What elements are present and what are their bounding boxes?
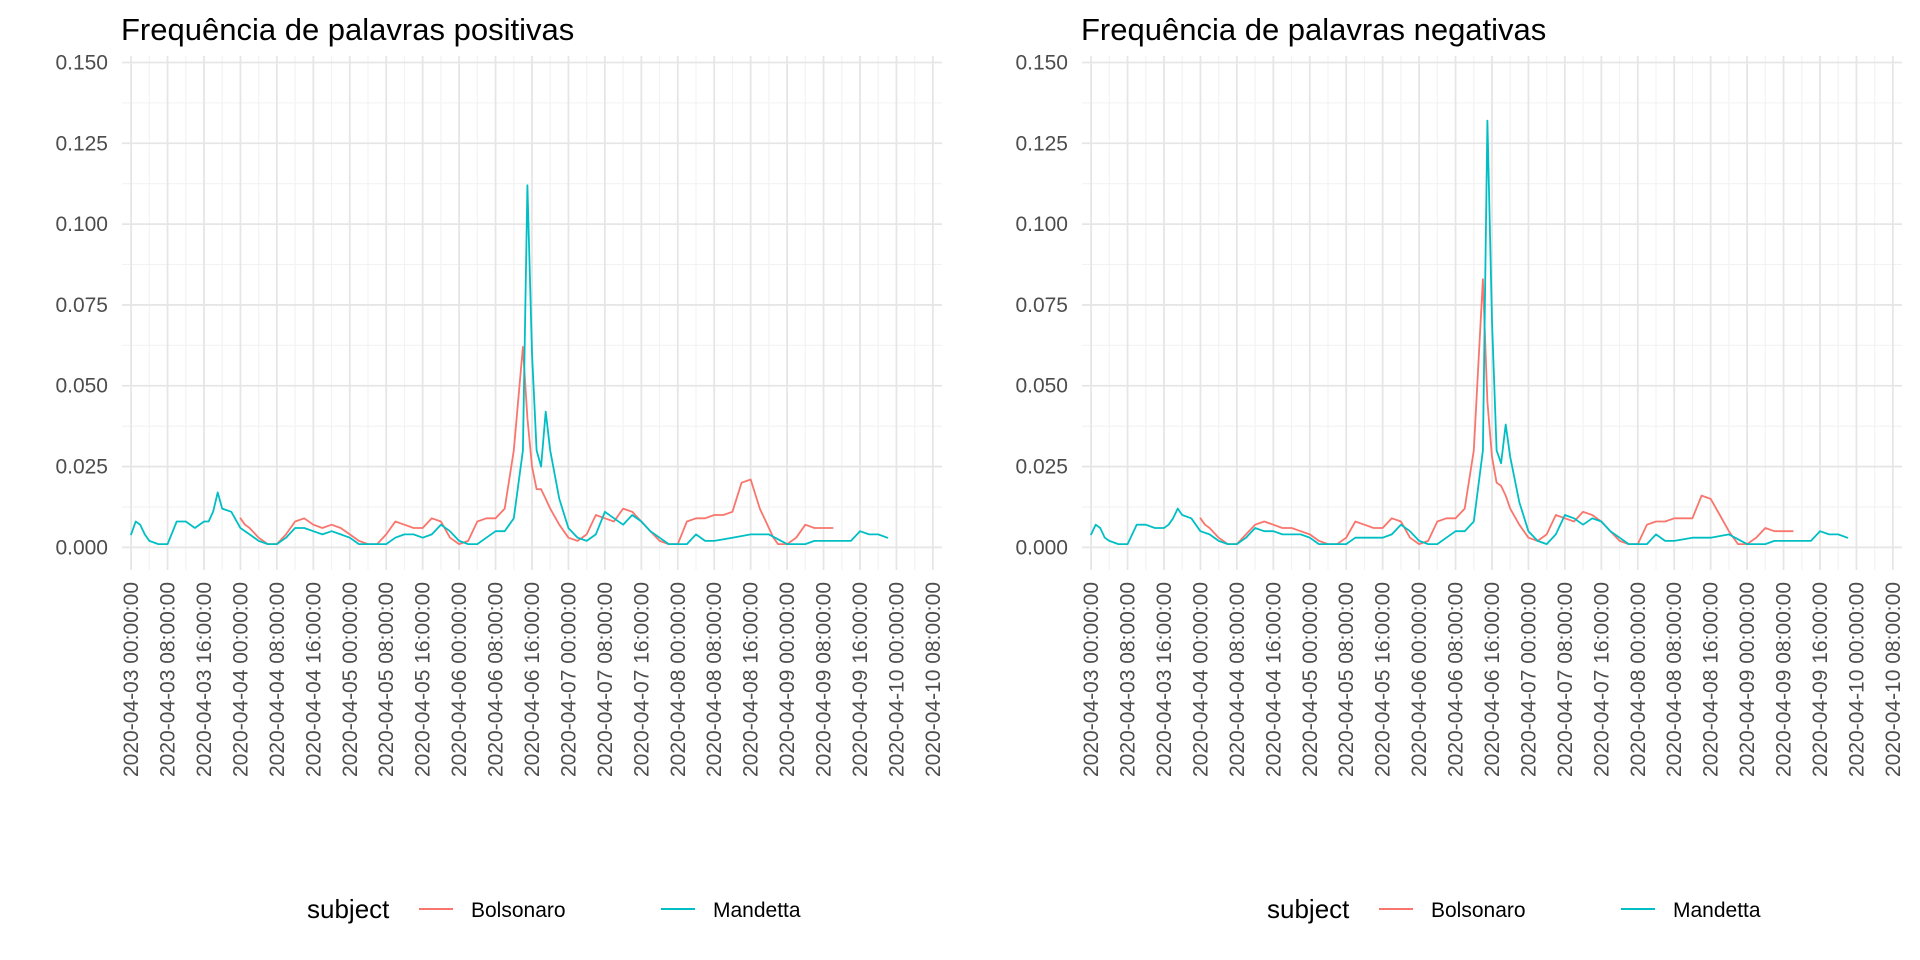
x-tick-label: 2020-04-10 08:00:00: [1882, 582, 1905, 777]
x-tick-label: 2020-04-07 08:00:00: [1554, 582, 1577, 777]
series-line-bolsonaro: [239, 345, 834, 545]
x-tick-label: 2020-04-06 00:00:00: [448, 582, 471, 777]
chart-title: Frequência de palavras negativas: [1081, 12, 1546, 47]
x-tick-label: 2020-04-08 08:00:00: [703, 582, 726, 777]
y-axis-labels: 0.000 0.025 0.050 0.075 0.100 0.125 0.150: [1015, 51, 1068, 559]
x-tick-label: 2020-04-08 00:00:00: [1627, 582, 1650, 777]
x-tick-label: 2020-04-04 00:00:00: [1189, 582, 1212, 777]
x-tick-label: 2020-04-06 16:00:00: [1481, 582, 1504, 777]
x-tick-label: 2020-04-04 08:00:00: [266, 582, 289, 777]
x-tick-label: 2020-04-09 00:00:00: [776, 582, 799, 777]
series-lines: [1090, 119, 1849, 545]
y-tick-label: 0.125: [1015, 132, 1068, 155]
x-axis-labels: 2020-04-03 00:00:00 2020-04-03 08:00:00 20…: [1080, 582, 1905, 777]
x-tick-label: 2020-04-07 16:00:00: [1590, 582, 1613, 777]
chart-panel-1: 0.000 0.025 0.050 0.075 0.100 0.125 0.150 2020-…: [55, 12, 944, 924]
legend-title: subject: [1267, 894, 1350, 924]
x-tick-label: 2020-04-03 16:00:00: [193, 582, 216, 777]
y-tick-label: 0.025: [1015, 456, 1068, 479]
y-tick-label: 0.000: [55, 536, 108, 559]
x-tick-label: 2020-04-09 08:00:00: [813, 582, 836, 777]
x-tick-label: 2020-04-08 08:00:00: [1663, 582, 1686, 777]
legend-label-bolsonaro: Bolsonaro: [1431, 899, 1526, 922]
x-tick-label: 2020-04-05 00:00:00: [339, 582, 362, 777]
x-tick-label: 2020-04-07 08:00:00: [594, 582, 617, 777]
legend-label-bolsonaro: Bolsonaro: [471, 899, 566, 922]
series-lines: [130, 184, 889, 545]
y-tick-label: 0.025: [55, 456, 108, 479]
x-tick-label: 2020-04-08 16:00:00: [1700, 582, 1723, 777]
x-tick-label: 2020-04-04 16:00:00: [302, 582, 325, 777]
x-tick-label: 2020-04-09 00:00:00: [1736, 582, 1759, 777]
x-tick-label: 2020-04-05 16:00:00: [412, 582, 435, 777]
chart-title: Frequência de palavras positivas: [121, 12, 574, 47]
x-tick-label: 2020-04-03 00:00:00: [1080, 582, 1103, 777]
x-tick-label: 2020-04-04 00:00:00: [229, 582, 252, 777]
x-tick-label: 2020-04-03 08:00:00: [157, 582, 180, 777]
x-tick-label: 2020-04-03 16:00:00: [1153, 582, 1176, 777]
y-tick-label: 0.075: [1015, 294, 1068, 317]
x-tick-label: 2020-04-03 08:00:00: [1117, 582, 1140, 777]
x-tick-label: 2020-04-06 00:00:00: [1408, 582, 1431, 777]
x-tick-label: 2020-04-05 08:00:00: [375, 582, 398, 777]
y-tick-label: 0.125: [55, 132, 108, 155]
x-tick-label: 2020-04-05 00:00:00: [1299, 582, 1322, 777]
legend-label-mandetta: Mandetta: [713, 899, 801, 922]
chart-panel-2: 0.000 0.025 0.050 0.075 0.100 0.125 0.150 2020-…: [1015, 12, 1904, 924]
y-tick-label: 0.100: [1015, 213, 1068, 236]
x-tick-label: 2020-04-10 08:00:00: [922, 582, 945, 777]
x-tick-label: 2020-04-05 16:00:00: [1372, 582, 1395, 777]
y-tick-label: 0.150: [55, 51, 108, 74]
y-tick-label: 0.150: [1015, 51, 1068, 74]
y-tick-label: 0.050: [55, 375, 108, 398]
legend: subject Bolsonaro Mandetta: [307, 894, 801, 924]
x-tick-label: 2020-04-07 16:00:00: [630, 582, 653, 777]
series-line-mandetta: [1090, 119, 1849, 545]
x-tick-label: 2020-04-07 00:00:00: [1517, 582, 1540, 777]
x-tick-label: 2020-04-09 16:00:00: [849, 582, 872, 777]
grid-lines: [122, 56, 942, 570]
x-axis-labels: 2020-04-03 00:00:00 2020-04-03 08:00:00 20…: [120, 582, 945, 777]
x-tick-label: 2020-04-10 00:00:00: [885, 582, 908, 777]
legend-label-mandetta: Mandetta: [1673, 899, 1761, 922]
y-tick-label: 0.000: [1015, 536, 1068, 559]
y-axis-labels: 0.000 0.025 0.050 0.075 0.100 0.125 0.150: [55, 51, 108, 559]
x-tick-label: 2020-04-04 08:00:00: [1226, 582, 1249, 777]
x-tick-label: 2020-04-06 16:00:00: [521, 582, 544, 777]
x-tick-label: 2020-04-09 16:00:00: [1809, 582, 1832, 777]
x-tick-label: 2020-04-06 08:00:00: [485, 582, 508, 777]
grid-lines: [1082, 56, 1902, 570]
x-tick-label: 2020-04-09 08:00:00: [1773, 582, 1796, 777]
x-tick-label: 2020-04-06 08:00:00: [1445, 582, 1468, 777]
x-tick-label: 2020-04-08 16:00:00: [740, 582, 763, 777]
y-tick-label: 0.075: [55, 294, 108, 317]
x-tick-label: 2020-04-08 00:00:00: [667, 582, 690, 777]
legend: subject Bolsonaro Mandetta: [1267, 894, 1761, 924]
series-line-bolsonaro: [1199, 278, 1794, 545]
x-tick-label: 2020-04-05 08:00:00: [1335, 582, 1358, 777]
x-tick-label: 2020-04-10 00:00:00: [1845, 582, 1868, 777]
x-tick-label: 2020-04-04 16:00:00: [1262, 582, 1285, 777]
legend-title: subject: [307, 894, 390, 924]
y-tick-label: 0.050: [1015, 375, 1068, 398]
y-tick-label: 0.100: [55, 213, 108, 236]
series-line-mandetta: [130, 184, 889, 545]
x-tick-label: 2020-04-07 00:00:00: [557, 582, 580, 777]
x-tick-label: 2020-04-03 00:00:00: [120, 582, 143, 777]
